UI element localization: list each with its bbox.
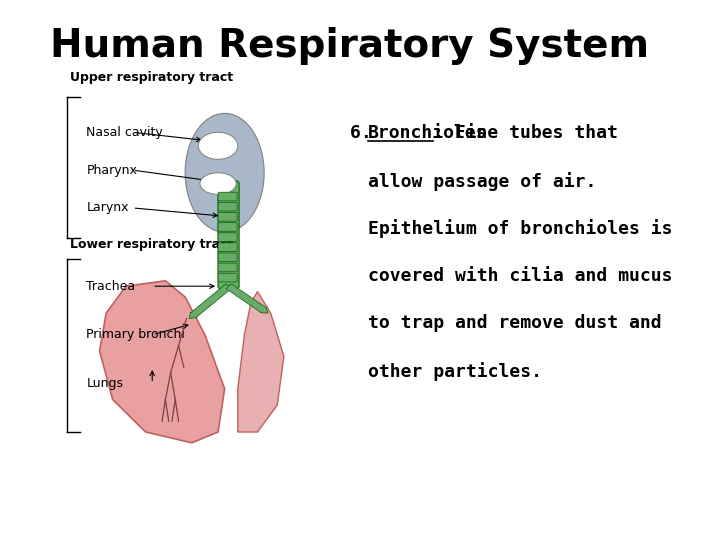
Text: to trap and remove dust and: to trap and remove dust and (368, 314, 662, 332)
Text: allow passage of air.: allow passage of air. (368, 172, 597, 191)
FancyBboxPatch shape (218, 243, 237, 252)
FancyBboxPatch shape (218, 192, 237, 201)
Text: : Fine tubes that: : Fine tubes that (433, 124, 618, 142)
Text: Nasal cavity: Nasal cavity (86, 126, 163, 139)
Text: covered with cilia and mucus: covered with cilia and mucus (368, 267, 672, 285)
Text: Lungs: Lungs (86, 377, 123, 390)
FancyBboxPatch shape (218, 233, 237, 241)
Polygon shape (238, 292, 284, 432)
Ellipse shape (200, 173, 236, 194)
Text: Primary bronchi: Primary bronchi (86, 328, 185, 341)
Text: Human Respiratory System: Human Respiratory System (50, 27, 649, 65)
Text: other particles.: other particles. (368, 362, 542, 381)
FancyBboxPatch shape (218, 222, 237, 231)
Text: Upper respiratory tract: Upper respiratory tract (70, 71, 233, 84)
FancyBboxPatch shape (218, 212, 237, 221)
FancyBboxPatch shape (218, 253, 237, 261)
Text: Pharynx: Pharynx (86, 164, 138, 177)
FancyBboxPatch shape (218, 263, 237, 272)
FancyArrow shape (226, 284, 268, 313)
Ellipse shape (185, 113, 264, 232)
FancyBboxPatch shape (218, 273, 237, 282)
Text: Epithelium of bronchioles is: Epithelium of bronchioles is (368, 219, 672, 238)
FancyBboxPatch shape (218, 202, 237, 211)
Text: Trachea: Trachea (86, 280, 135, 293)
FancyBboxPatch shape (218, 181, 239, 289)
Text: Bronchioles: Bronchioles (368, 124, 487, 142)
Polygon shape (99, 281, 225, 443)
Ellipse shape (198, 132, 238, 159)
FancyArrow shape (189, 284, 231, 319)
Text: Lower respiratory tract: Lower respiratory tract (70, 238, 233, 251)
Text: Larynx: Larynx (86, 201, 129, 214)
Text: 6.: 6. (350, 124, 382, 142)
